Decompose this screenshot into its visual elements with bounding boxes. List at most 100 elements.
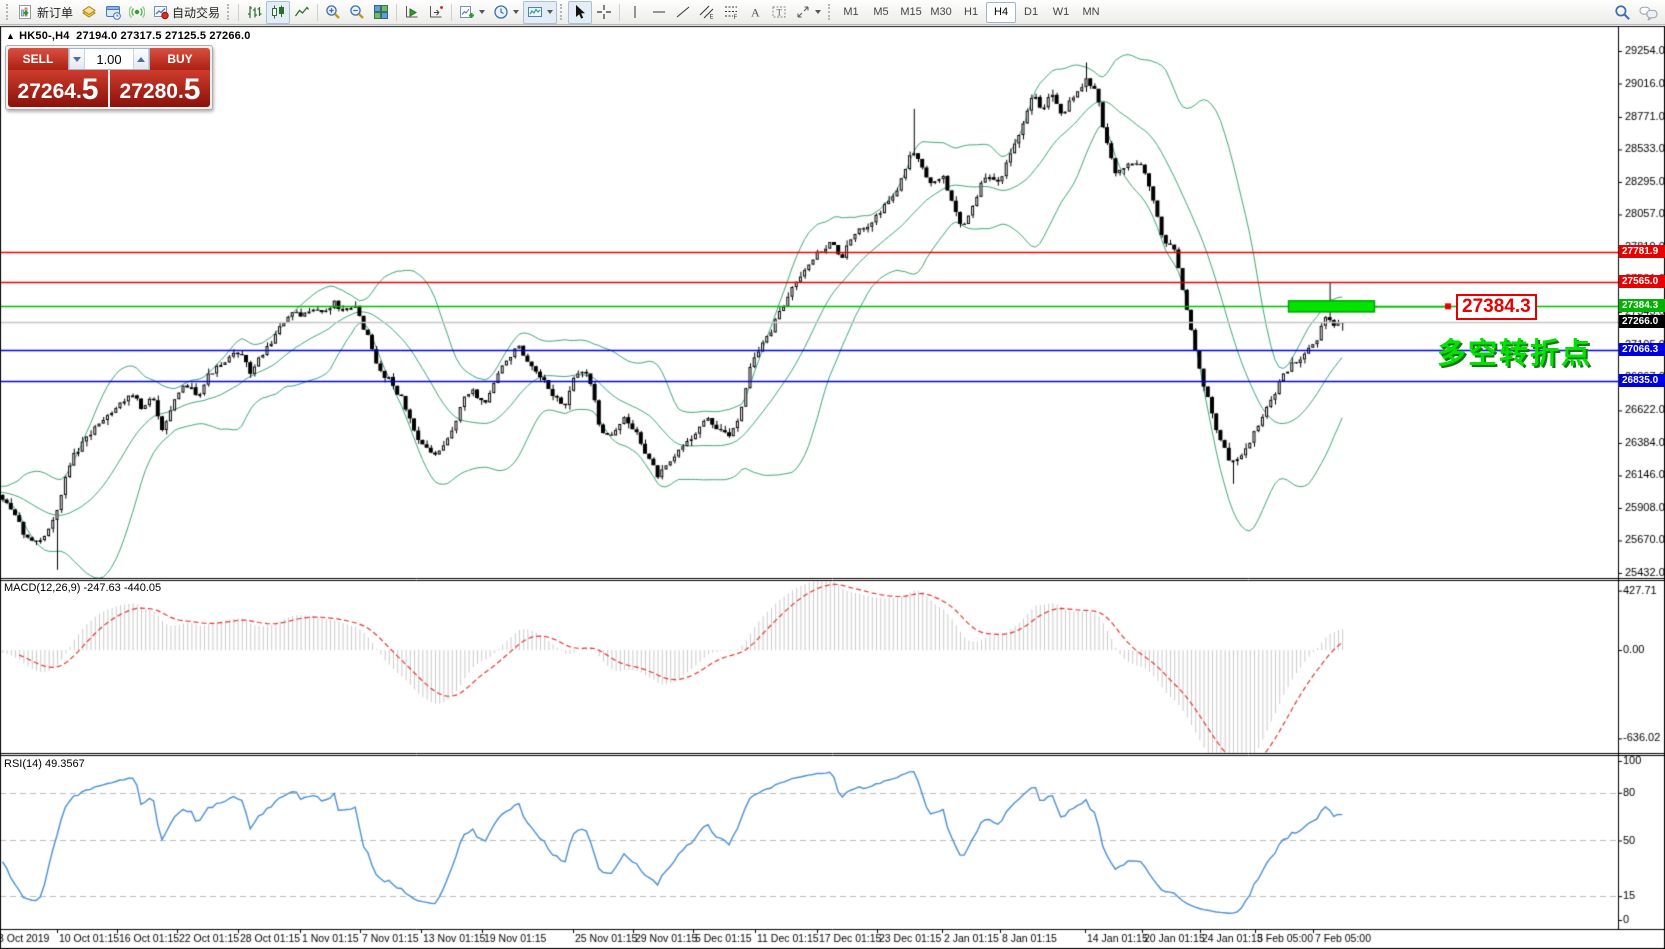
timeframe-button-d1[interactable]: D1	[1024, 5, 1039, 18]
svg-text:E: E	[710, 15, 714, 21]
toolbar: 新订单 自动交易	[0, 0, 1665, 25]
svg-text:F: F	[734, 15, 738, 20]
ohlc-bars-button[interactable]	[242, 1, 266, 24]
timeframe-button-m30[interactable]: M30	[930, 5, 952, 18]
chart-shift-icon	[430, 6, 444, 18]
volume-stepper: 1.00	[68, 48, 150, 70]
new-order-label: 新订单	[37, 5, 74, 20]
text-label-button[interactable]: T	[767, 1, 791, 24]
auto-trading-button[interactable]: 自动交易	[149, 1, 224, 24]
signal-icon	[129, 6, 146, 18]
buy-price-frac: 5	[183, 73, 201, 106]
volume-increase-button[interactable]	[133, 49, 149, 69]
chevron-down-icon	[547, 10, 554, 14]
template-button[interactable]	[523, 0, 558, 24]
price-level-badge-support-line: 26835.0	[1619, 374, 1665, 387]
tile-windows-icon	[374, 5, 389, 19]
horizontal-line-button[interactable]	[647, 1, 671, 24]
toolbar-grip	[560, 4, 565, 20]
timeframe-button-w1[interactable]: W1	[1052, 5, 1070, 18]
new-order-button[interactable]: 新订单	[14, 1, 77, 24]
ticket-button[interactable]	[77, 1, 101, 24]
chevron-down-icon	[513, 10, 520, 14]
arrows-button[interactable]	[791, 1, 825, 24]
text-label-icon: T	[772, 6, 786, 18]
price-level-badge-resistance-line: 27565.0	[1619, 275, 1665, 288]
timeframe-button-m15[interactable]: M15	[900, 5, 922, 18]
svg-text:T: T	[777, 8, 783, 18]
horizontal-line-icon	[653, 11, 666, 13]
text-button[interactable]: A	[743, 1, 767, 24]
ohlc-values: 27194.0 27317.5 27125.5 27266.0	[76, 30, 251, 42]
vertical-line-button[interactable]	[623, 1, 647, 24]
cursor-button[interactable]	[568, 0, 593, 24]
market-window-button[interactable]	[101, 1, 125, 24]
equidistant-channel-button[interactable]: E	[695, 1, 719, 24]
chat-button[interactable]	[1635, 1, 1662, 24]
new-chart-icon	[460, 6, 475, 18]
window-icon	[106, 6, 121, 20]
buy-price-main: 27280	[119, 80, 178, 103]
price-callout-label[interactable]: 27384.3	[1456, 294, 1537, 320]
toolbar-separator	[317, 3, 319, 21]
sell-button[interactable]: SELL	[8, 48, 68, 70]
tile-windows-button[interactable]	[369, 1, 393, 24]
rsi-label: RSI(14) 49.3567	[4, 758, 85, 770]
toolbar-separator	[396, 3, 398, 21]
crosshair-button[interactable]	[592, 1, 616, 24]
timeframe-button-mn[interactable]: MN	[1082, 5, 1100, 18]
timeframe-button-m5[interactable]: M5	[873, 5, 889, 18]
zoom-in-icon	[326, 5, 340, 19]
timeframe-button-h1[interactable]: H1	[964, 5, 979, 18]
fibonacci-button[interactable]: F	[719, 1, 743, 24]
symbol-period-label: HK50-,H4	[19, 30, 70, 42]
toolbar-grip	[6, 4, 11, 20]
candlestick-button[interactable]	[266, 0, 291, 24]
svg-text:A: A	[751, 6, 760, 20]
search-icon	[1615, 4, 1630, 20]
signal-button[interactable]	[125, 1, 149, 24]
search-button[interactable]	[1610, 1, 1635, 24]
zoom-out-button[interactable]	[345, 1, 369, 24]
auto-scroll-button[interactable]	[400, 1, 424, 24]
spinner-up-icon	[137, 56, 145, 62]
price-level-badge-current-price-line: 27266.0	[1619, 315, 1665, 328]
sell-price[interactable]: 27264. 5	[8, 70, 108, 107]
volume-input[interactable]: 1.00	[96, 51, 122, 67]
toolbar-separator	[451, 3, 453, 21]
one-click-trading-panel: SELL 1.00 BUY 27264. 5 27280. 5	[5, 45, 213, 110]
toolbar-grip	[828, 4, 833, 20]
vertical-line-icon	[634, 6, 636, 18]
auto-trading-label: 自动交易	[172, 5, 221, 20]
sell-price-main: 27264	[17, 80, 76, 103]
zoom-in-button[interactable]	[321, 1, 345, 24]
sell-price-dot: .	[75, 80, 82, 103]
template-icon	[528, 7, 543, 17]
period-clock-button[interactable]	[489, 1, 523, 24]
arrows-icon	[797, 6, 809, 18]
volume-decrease-button[interactable]	[69, 49, 85, 69]
timeframe-button-h4[interactable]: H4	[986, 1, 1017, 23]
toolbar-separator	[238, 3, 240, 21]
line-chart-button[interactable]	[290, 1, 314, 24]
buy-price[interactable]: 27280. 5	[110, 70, 210, 107]
collapse-triangle-icon[interactable]: ▲	[6, 31, 16, 41]
trendline-icon	[676, 6, 690, 18]
fibonacci-icon: F	[725, 6, 738, 20]
timeframe-button-m1[interactable]: M1	[843, 5, 859, 18]
cursor-icon	[576, 5, 586, 19]
new-order-icon	[19, 5, 31, 19]
chevron-down-icon	[815, 10, 822, 14]
chevron-down-icon	[479, 10, 486, 14]
chart-shift-button[interactable]	[424, 1, 448, 24]
price-level-badge-resistance-line: 27781.9	[1619, 245, 1665, 258]
zoom-out-icon	[350, 5, 364, 19]
auto-trading-icon	[154, 6, 169, 20]
new-chart-button[interactable]	[455, 1, 489, 24]
candlestick-icon	[272, 5, 285, 19]
turning-point-annotation[interactable]: 多空转折点	[1437, 338, 1593, 370]
trendline-button[interactable]	[671, 1, 695, 24]
toolbar-grip	[227, 4, 232, 20]
buy-button[interactable]: BUY	[150, 48, 210, 70]
